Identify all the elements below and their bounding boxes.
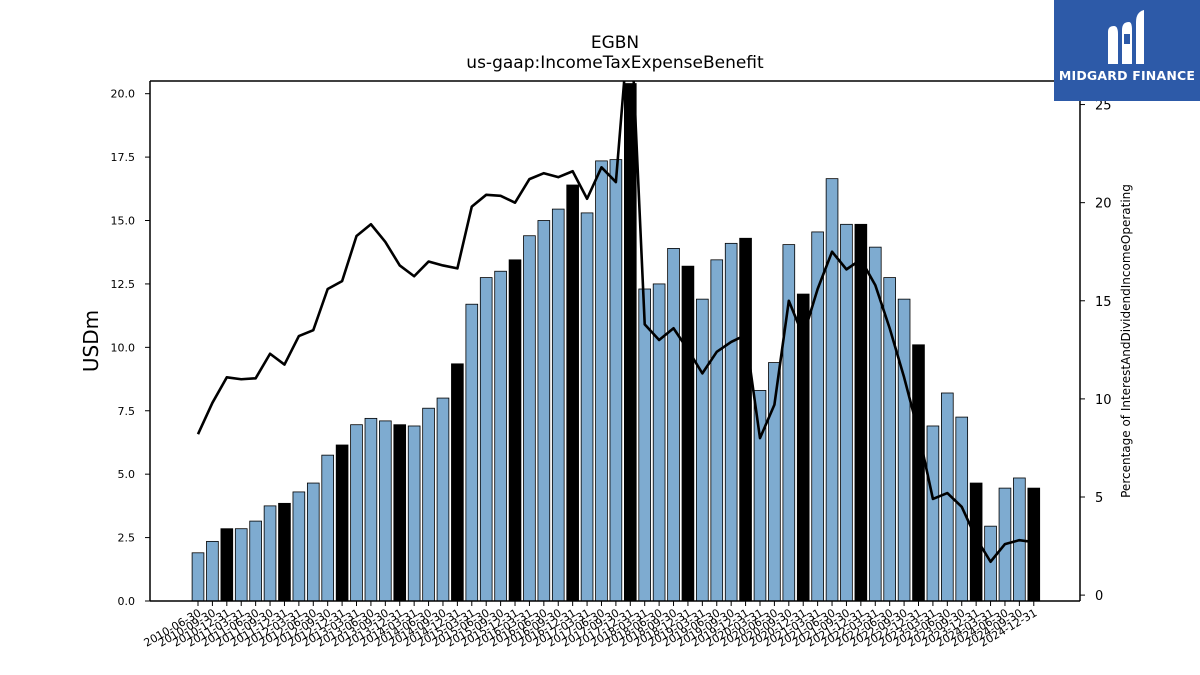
y-tick-label: 12.5: [111, 278, 136, 291]
bar-2024-12-31: [1027, 487, 1041, 602]
y-axis-ticks: 0.0 2.5 5.0 7.5 10.0 12.5 15.0 17.5 20.0: [111, 88, 150, 608]
bar-2011-12-31: [278, 502, 291, 602]
bar-2015-09-30: [494, 270, 507, 602]
bar-2015-06-30: [479, 277, 493, 602]
bar-2017-12-31: [624, 83, 637, 602]
bar-2023-12-31: [969, 482, 983, 602]
x-axis-ticks: 2010-06-302010-09-302010-12-312011-03-31…: [142, 601, 1039, 650]
chart-subtitle: us-gaap:IncomeTaxExpenseBenefit: [466, 53, 764, 73]
y2-tick-label: 5: [1095, 491, 1103, 506]
bar-2019-03-31: [696, 298, 709, 602]
y-tick-label: 5.0: [118, 468, 136, 481]
bar-2020-03-31: [753, 390, 767, 602]
y-tick-label: 20.0: [111, 88, 136, 101]
bar-2010-09-30: [206, 540, 219, 602]
y2-tick-label: 20: [1095, 197, 1112, 212]
bar-2022-12-31: [912, 344, 925, 602]
bar-2011-06-30: [249, 520, 262, 602]
bar-2014-12-31: [451, 363, 464, 602]
bar-2011-03-31: [234, 528, 248, 602]
bar-2020-12-31: [796, 293, 810, 602]
axes-group: [149, 80, 1081, 602]
ratio-line-group: [196, 81, 1034, 564]
bar-2013-12-31: [393, 424, 407, 602]
bar-2011-09-30: [263, 505, 277, 602]
bar-2019-09-30: [724, 242, 738, 602]
y-tick-label: 2.5: [118, 532, 136, 545]
bar-2016-03-31: [523, 235, 536, 602]
ratio-line: [196, 81, 1034, 564]
bar-2019-12-31: [739, 237, 752, 602]
y2-tick-label: 25: [1095, 99, 1112, 114]
bar-2012-09-30: [321, 454, 334, 602]
bar-2023-03-31: [926, 425, 940, 602]
y-axis-label: USDm: [79, 310, 103, 372]
bar-2021-09-30: [840, 223, 853, 602]
bar-2016-12-31: [566, 184, 579, 602]
bar-2015-12-31: [508, 259, 522, 602]
bar-2014-03-31: [407, 425, 421, 602]
bar-2022-09-30: [897, 298, 911, 602]
bar-2019-06-30: [710, 259, 724, 602]
bar-2018-12-31: [681, 265, 695, 602]
y2-axis-ticks: 0 5 10 15 20 25: [1080, 99, 1112, 604]
bar-2024-03-31: [984, 525, 997, 602]
bar-2018-06-30: [652, 283, 666, 602]
bar-2010-12-31: [220, 528, 234, 602]
logo-text: MIDGARD FINANCE: [1058, 68, 1196, 83]
y-tick-label: 7.5: [118, 405, 136, 418]
bar-2012-12-31: [335, 444, 349, 602]
bar-2013-03-31: [350, 424, 363, 602]
bar-2015-03-31: [465, 303, 479, 602]
bar-2018-03-31: [638, 288, 652, 602]
bar-2013-09-30: [379, 420, 392, 602]
y2-tick-label: 10: [1095, 393, 1112, 408]
bar-2021-12-31: [854, 223, 868, 602]
bars-group: [191, 83, 1041, 602]
bar-2017-03-31: [580, 212, 594, 602]
bar-2017-06-30: [595, 160, 608, 602]
bar-2018-09-30: [667, 248, 680, 602]
bar-2012-06-30: [306, 482, 320, 602]
y2-tick-label: 0: [1095, 589, 1103, 604]
y-tick-label: 10.0: [111, 341, 136, 354]
bar-2012-03-31: [292, 491, 306, 602]
y2-tick-label: 15: [1095, 295, 1112, 310]
bar-2014-09-30: [436, 397, 450, 602]
y-tick-label: 17.5: [111, 151, 136, 164]
chart-title: EGBN: [591, 33, 639, 53]
bar-2021-06-30: [825, 178, 839, 602]
bar-2013-06-30: [364, 417, 378, 602]
y2-axis-label: Percentage of InterestAndDividendIncomeO…: [1119, 184, 1133, 498]
y-tick-label: 0.0: [118, 595, 136, 608]
bar-2020-09-30: [782, 244, 796, 602]
bar-2014-06-30: [422, 407, 435, 602]
bar-2017-09-30: [609, 159, 623, 602]
bar-2016-06-30: [537, 220, 551, 602]
midgard-m-mark-icon: [1108, 10, 1144, 64]
bar-2010-06-30: [191, 552, 205, 602]
bar-2016-09-30: [551, 208, 565, 602]
midgard-finance-logo: MIDGARD FINANCE: [1054, 0, 1200, 101]
y-tick-label: 15.0: [111, 215, 136, 228]
